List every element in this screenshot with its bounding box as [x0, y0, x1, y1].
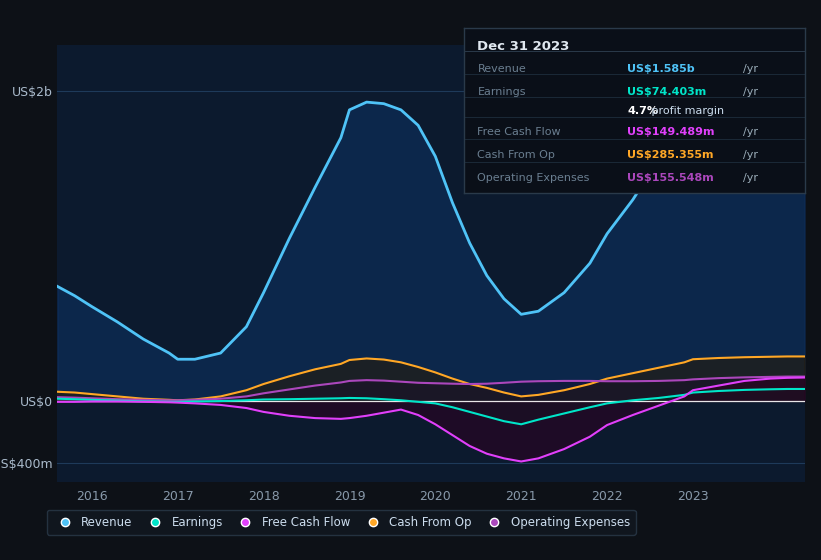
- Text: /yr: /yr: [743, 174, 759, 183]
- Text: Operating Expenses: Operating Expenses: [478, 174, 589, 183]
- Text: /yr: /yr: [743, 87, 759, 97]
- Text: Free Cash Flow: Free Cash Flow: [478, 127, 561, 137]
- Text: 4.7%: 4.7%: [627, 106, 658, 116]
- Text: Cash From Op: Cash From Op: [478, 150, 555, 160]
- Text: US$155.548m: US$155.548m: [627, 174, 714, 183]
- Text: US$149.489m: US$149.489m: [627, 127, 715, 137]
- Legend: Revenue, Earnings, Free Cash Flow, Cash From Op, Operating Expenses: Revenue, Earnings, Free Cash Flow, Cash …: [47, 510, 635, 535]
- Text: US$285.355m: US$285.355m: [627, 150, 714, 160]
- Text: /yr: /yr: [743, 150, 759, 160]
- Text: /yr: /yr: [743, 64, 759, 74]
- Text: US$74.403m: US$74.403m: [627, 87, 707, 97]
- Text: Revenue: Revenue: [478, 64, 526, 74]
- Text: profit margin: profit margin: [648, 106, 724, 116]
- Text: Dec 31 2023: Dec 31 2023: [478, 40, 570, 53]
- Text: US$1.585b: US$1.585b: [627, 64, 695, 74]
- Text: Earnings: Earnings: [478, 87, 526, 97]
- Text: /yr: /yr: [743, 127, 759, 137]
